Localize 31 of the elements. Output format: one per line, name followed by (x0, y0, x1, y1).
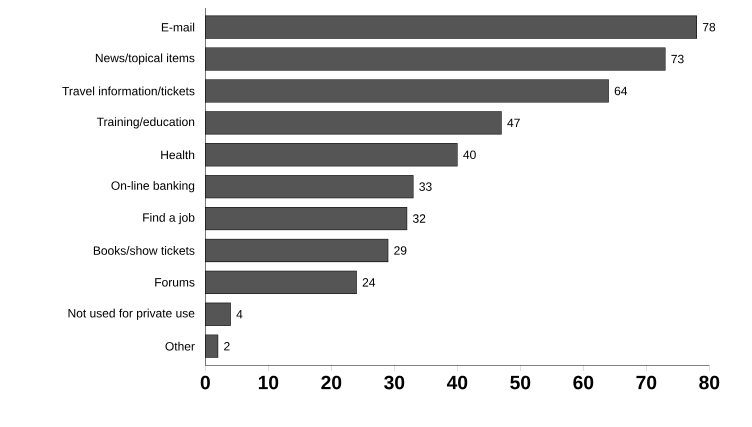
x-tick-label: 10 (258, 376, 278, 390)
y-tick-label: Training/education (96, 117, 194, 129)
y-tick-label: Travel information/tickets (62, 86, 194, 96)
x-tick-label: 0 (200, 376, 210, 390)
data-label: 78 (702, 23, 716, 32)
x-tick-label: 70 (636, 376, 656, 390)
data-label: 4 (236, 310, 242, 319)
data-label: 32 (412, 214, 426, 223)
y-tick-label: Books/show tickets (94, 246, 194, 256)
data-label: 2 (224, 342, 230, 351)
x-tick-label: 60 (573, 376, 594, 390)
x-tick-label: 30 (384, 376, 404, 390)
y-tick-label: Other (165, 342, 195, 351)
y-tick-label: E-mail (162, 22, 194, 32)
x-tick-label: 80 (699, 376, 720, 390)
y-tick-label: Health (161, 150, 194, 160)
data-label: 64 (614, 86, 628, 96)
data-label: 40 (463, 150, 476, 160)
y-tick-label: Forums (155, 278, 194, 287)
data-label: 29 (394, 246, 406, 255)
x-tick-label: 50 (510, 376, 530, 390)
data-label: 33 (419, 182, 432, 192)
x-tick-label: 40 (446, 376, 468, 390)
y-tick-label: On-line banking (111, 181, 194, 192)
y-tick-label: Find a job (143, 213, 194, 224)
y-tick-label: News/topical items (96, 54, 194, 65)
y-tick-label: Not used for private use (68, 308, 194, 320)
data-label: 24 (362, 278, 376, 287)
data-label: 47 (507, 118, 520, 128)
x-tick-label: 20 (321, 376, 342, 390)
data-label: 73 (671, 54, 684, 64)
